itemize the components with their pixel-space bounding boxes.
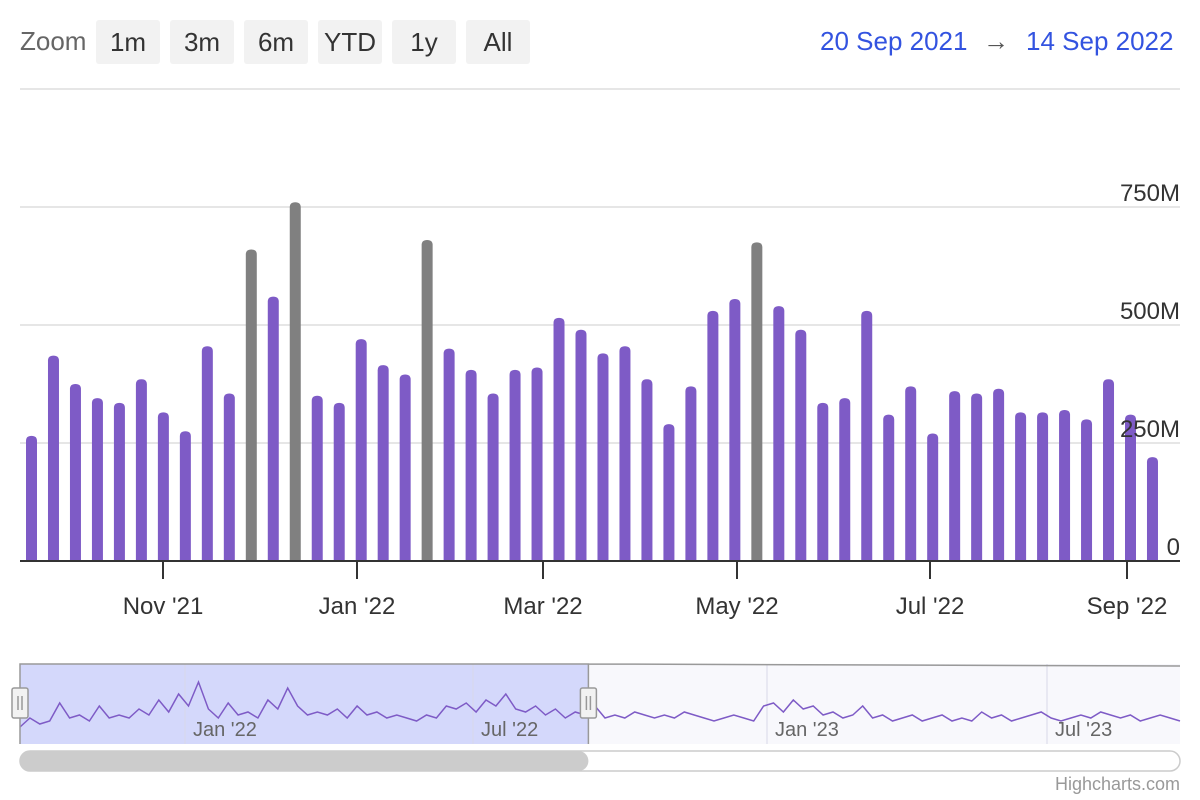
range-selector: Zoom 1m 3m 6m YTD 1y All 20 Sep 2021 → 1… bbox=[0, 0, 1200, 80]
x-tick-label: Jul '22 bbox=[896, 593, 965, 620]
zoom-ytd-button[interactable]: YTD bbox=[318, 20, 382, 64]
navigator-series-line bbox=[19, 679, 1181, 728]
range-to-input[interactable]: 14 Sep 2022 bbox=[1026, 26, 1174, 56]
navigator-label: Jul '23 bbox=[1055, 719, 1112, 741]
zoom-all-button[interactable]: All bbox=[466, 20, 530, 64]
bar[interactable] bbox=[201, 346, 213, 561]
bar[interactable] bbox=[531, 367, 543, 561]
bar[interactable] bbox=[1059, 409, 1071, 561]
y-tick-label: 750M bbox=[1120, 180, 1180, 207]
bar[interactable] bbox=[487, 393, 499, 561]
bar[interactable] bbox=[1081, 419, 1093, 561]
bar[interactable] bbox=[1037, 412, 1049, 561]
bar[interactable] bbox=[245, 249, 257, 562]
bar[interactable] bbox=[993, 388, 1005, 561]
bar[interactable] bbox=[443, 348, 455, 561]
zoom-label: Zoom bbox=[20, 26, 87, 56]
bar[interactable] bbox=[1015, 412, 1027, 561]
bar[interactable] bbox=[135, 379, 147, 561]
navigator-right-handle[interactable] bbox=[579, 687, 598, 719]
bar[interactable] bbox=[113, 402, 125, 561]
zoom-1y-button[interactable]: 1y bbox=[392, 20, 456, 64]
bar[interactable] bbox=[619, 346, 631, 561]
bar[interactable] bbox=[333, 402, 345, 561]
navigator-label: Jan '22 bbox=[193, 719, 257, 741]
y-tick-label: 0 bbox=[1167, 534, 1180, 561]
x-tick-label: Mar '22 bbox=[503, 593, 582, 620]
bar[interactable] bbox=[905, 386, 917, 561]
bar[interactable] bbox=[597, 353, 609, 561]
bar[interactable] bbox=[355, 339, 367, 561]
bar[interactable] bbox=[157, 412, 169, 561]
x-tick-label: Sep '22 bbox=[1087, 593, 1168, 620]
bar[interactable] bbox=[1103, 379, 1115, 561]
bar[interactable] bbox=[179, 431, 191, 561]
y-tick-label: 250M bbox=[1120, 416, 1180, 443]
bar[interactable] bbox=[311, 395, 323, 561]
x-tick-label: Nov '21 bbox=[123, 593, 204, 620]
handle-body[interactable] bbox=[11, 687, 29, 719]
bar[interactable] bbox=[47, 355, 59, 561]
bar[interactable] bbox=[729, 299, 741, 561]
bar[interactable] bbox=[883, 414, 895, 561]
navigator[interactable]: Jan '22 Jul '22 Jan '23 Jul '23 bbox=[11, 663, 1181, 772]
bar[interactable] bbox=[971, 393, 983, 561]
navigator-label: Jul '22 bbox=[481, 719, 538, 741]
bar[interactable] bbox=[377, 365, 389, 561]
bar[interactable] bbox=[707, 310, 719, 561]
bar[interactable] bbox=[465, 369, 477, 561]
bar[interactable] bbox=[663, 424, 675, 561]
bar[interactable] bbox=[26, 435, 37, 561]
bar[interactable] bbox=[751, 242, 763, 561]
x-tick-label: Jan '22 bbox=[319, 593, 396, 620]
range-arrow: → bbox=[983, 26, 1009, 56]
bar[interactable] bbox=[223, 393, 235, 561]
bar[interactable] bbox=[795, 329, 807, 561]
bar[interactable] bbox=[69, 384, 81, 561]
bar[interactable] bbox=[927, 433, 939, 561]
bar[interactable] bbox=[1125, 414, 1136, 561]
zoom-3m-button[interactable]: 3m bbox=[170, 20, 234, 64]
navigator-label: Jan '23 bbox=[775, 719, 839, 741]
bar[interactable] bbox=[685, 386, 697, 561]
y-tick-label: 500M bbox=[1120, 298, 1180, 325]
range-from-input[interactable]: 20 Sep 2021 bbox=[820, 26, 968, 56]
bar[interactable] bbox=[553, 317, 565, 561]
bar[interactable] bbox=[773, 306, 785, 561]
scrollbar-thumb[interactable] bbox=[20, 751, 589, 771]
bar[interactable] bbox=[421, 240, 433, 562]
bar[interactable] bbox=[1146, 457, 1158, 561]
bars bbox=[26, 202, 1158, 562]
bar[interactable] bbox=[289, 202, 301, 561]
axes: 0 250M 500M 750M Nov '21 Jan '22 Mar '22 May '2… bbox=[20, 180, 1180, 620]
bar[interactable] bbox=[509, 369, 521, 561]
bar[interactable] bbox=[817, 402, 829, 561]
zoom-1m-button[interactable]: 1m bbox=[96, 20, 160, 64]
bar[interactable] bbox=[839, 398, 851, 561]
x-tick-label: May '22 bbox=[695, 593, 778, 620]
zoom-6m-button[interactable]: 6m bbox=[244, 20, 308, 64]
bar[interactable] bbox=[861, 310, 873, 561]
handle-body[interactable] bbox=[579, 687, 598, 719]
credit-label[interactable]: Highcharts.com bbox=[1054, 774, 1180, 794]
bar[interactable] bbox=[91, 398, 103, 561]
bar[interactable] bbox=[641, 379, 653, 561]
bar[interactable] bbox=[575, 329, 587, 561]
bar[interactable] bbox=[267, 296, 279, 561]
bar[interactable] bbox=[949, 391, 961, 561]
navigator-left-handle[interactable] bbox=[11, 687, 29, 719]
bar[interactable] bbox=[399, 374, 411, 561]
